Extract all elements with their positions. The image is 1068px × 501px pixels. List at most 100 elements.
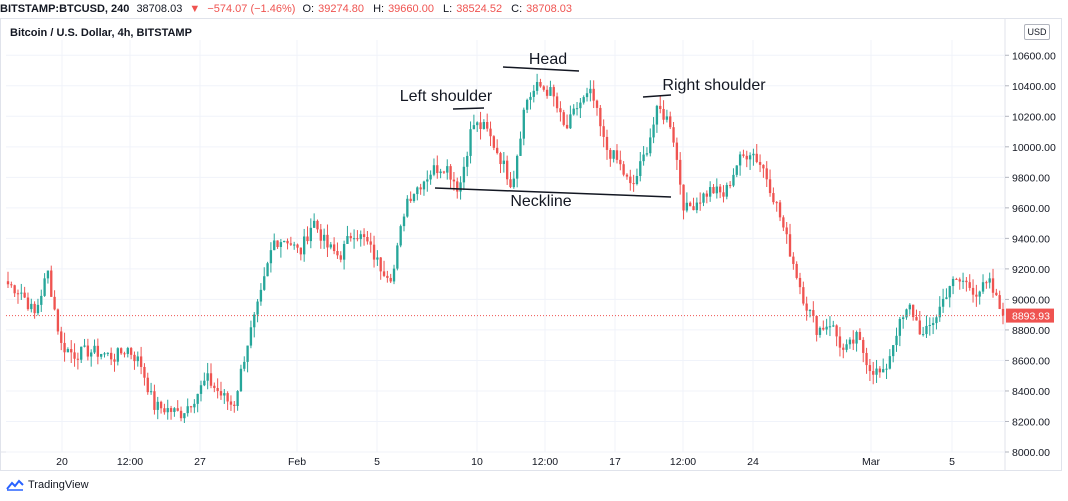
candle-body bbox=[745, 155, 748, 160]
candle-body bbox=[496, 147, 499, 154]
candle-body bbox=[369, 241, 372, 245]
candle-body bbox=[452, 179, 456, 182]
candle-body bbox=[303, 236, 306, 255]
x-tick-label: 24 bbox=[747, 456, 759, 468]
candle-body bbox=[359, 234, 362, 240]
candle-body bbox=[206, 373, 209, 381]
close-value: 38708.03 bbox=[526, 3, 573, 15]
candle-body bbox=[595, 100, 599, 108]
candle-body bbox=[156, 401, 159, 410]
candle-body bbox=[16, 293, 20, 295]
chart-frame[interactable] bbox=[0, 18, 1062, 471]
candle-body bbox=[572, 108, 575, 115]
candle-body bbox=[778, 202, 782, 218]
candle-body bbox=[609, 149, 612, 159]
candle-body bbox=[13, 285, 16, 294]
candle-body bbox=[153, 391, 156, 410]
candle-body bbox=[166, 408, 169, 413]
candle-body bbox=[945, 297, 948, 299]
right-shoulder-line bbox=[642, 94, 672, 98]
candle-body bbox=[263, 276, 266, 290]
currency-button[interactable]: USD bbox=[1024, 24, 1050, 40]
candle-body bbox=[133, 354, 136, 362]
candle-body bbox=[948, 286, 951, 298]
candle-body bbox=[875, 368, 878, 375]
candle-body bbox=[868, 365, 872, 372]
candle-body bbox=[83, 345, 86, 347]
candle-body bbox=[629, 176, 632, 184]
candle-body bbox=[921, 334, 925, 336]
candle-body bbox=[795, 263, 798, 278]
candle-body bbox=[858, 331, 862, 340]
candle-body bbox=[106, 352, 109, 354]
candle-body bbox=[845, 344, 848, 350]
candle-body bbox=[462, 166, 466, 183]
candle-body bbox=[862, 339, 865, 353]
candle-body bbox=[818, 327, 822, 335]
candle-body bbox=[675, 142, 679, 160]
candle-body bbox=[772, 193, 775, 203]
candle-body bbox=[815, 316, 818, 335]
candle-body bbox=[189, 406, 193, 408]
candle-body bbox=[199, 385, 203, 394]
tradingview-brand[interactable]: TradingView bbox=[6, 479, 89, 491]
candle-body bbox=[329, 244, 332, 248]
candle-body bbox=[752, 153, 755, 156]
candle-body bbox=[659, 105, 662, 109]
candle-body bbox=[602, 126, 605, 137]
candle-body bbox=[1001, 308, 1005, 316]
y-tick-label: 8400.00 bbox=[1012, 386, 1050, 398]
candle-body bbox=[955, 278, 958, 280]
candle-body bbox=[146, 377, 149, 393]
candle-body bbox=[389, 277, 392, 282]
x-tick-label: 27 bbox=[194, 456, 206, 468]
candle-body bbox=[6, 281, 10, 285]
candle-body bbox=[619, 159, 622, 165]
chart-title: Bitcoin / U.S. Dollar, 4h, BITSTAMP bbox=[10, 27, 192, 39]
candle-body bbox=[708, 187, 712, 197]
y-tick-label: 8200.00 bbox=[1012, 416, 1050, 428]
candle-body bbox=[46, 270, 50, 279]
candle-body bbox=[419, 187, 422, 190]
candle-body bbox=[599, 107, 602, 127]
candle-body bbox=[196, 393, 199, 404]
candle-body bbox=[938, 306, 941, 318]
candle-body bbox=[136, 356, 139, 362]
candle-body bbox=[312, 220, 316, 228]
candle-body bbox=[469, 129, 472, 156]
candle-body bbox=[785, 227, 788, 235]
head-label: Head bbox=[529, 51, 567, 68]
candle-body bbox=[173, 408, 176, 412]
candle-body bbox=[762, 164, 765, 169]
candle-body bbox=[60, 331, 63, 343]
y-tick-label: 10600.00 bbox=[1012, 50, 1056, 62]
candle-body bbox=[529, 96, 532, 100]
candle-body bbox=[412, 194, 416, 202]
candle-body bbox=[672, 127, 675, 143]
candle-body bbox=[995, 292, 998, 296]
candle-body bbox=[33, 303, 36, 314]
candle-body bbox=[865, 352, 868, 366]
candle-body bbox=[991, 278, 995, 293]
candle-body bbox=[209, 373, 213, 386]
y-tick-label: 8600.00 bbox=[1012, 355, 1050, 367]
candle-body bbox=[326, 234, 329, 248]
candle-body bbox=[319, 229, 322, 241]
candle-body bbox=[76, 358, 80, 360]
symbol-label[interactable]: BITSTAMP:BTCUSD, 240 bbox=[0, 3, 130, 15]
candle-body bbox=[872, 371, 875, 375]
candle-body bbox=[885, 368, 888, 370]
candle-body bbox=[476, 122, 479, 126]
candle-body bbox=[446, 166, 449, 173]
candle-body bbox=[758, 161, 762, 165]
candle-body bbox=[742, 154, 745, 156]
candle-body bbox=[309, 227, 312, 242]
x-tick-label: 12:00 bbox=[532, 456, 558, 468]
candle-body bbox=[582, 97, 585, 103]
candle-body bbox=[442, 171, 446, 173]
candle-body bbox=[486, 121, 489, 129]
candle-body bbox=[376, 257, 379, 260]
candle-body bbox=[981, 282, 985, 292]
change-arrow-icon: ▼ bbox=[189, 3, 201, 15]
